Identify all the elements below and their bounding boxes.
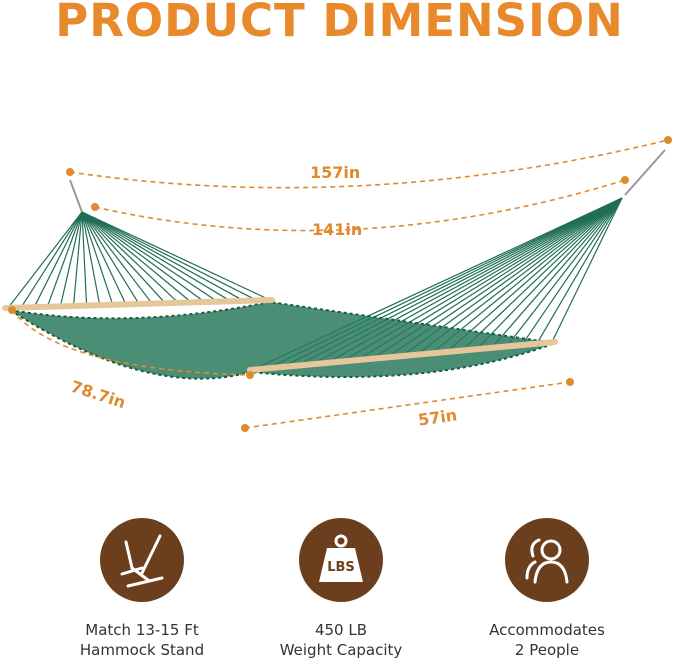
suspension-string bbox=[33, 211, 83, 308]
feature-line-2: Hammock Stand bbox=[79, 641, 205, 659]
suspension-string bbox=[81, 211, 88, 306]
weight-lbs-icon: LBS bbox=[299, 518, 383, 602]
feature-weight: LBS 450 LB Weight Capacity bbox=[241, 518, 441, 660]
suspension-string bbox=[46, 211, 83, 308]
suspension-string bbox=[431, 197, 623, 354]
suspension-string bbox=[446, 197, 623, 353]
suspension-string bbox=[81, 211, 218, 303]
suspension-string bbox=[20, 211, 83, 308]
suspension-string bbox=[81, 211, 166, 304]
feature-line-2: Weight Capacity bbox=[279, 641, 403, 659]
hammock-net bbox=[10, 302, 555, 379]
dim-line-78 bbox=[11, 309, 251, 376]
feature-stand: Match 13-15 Ft Hammock Stand bbox=[42, 518, 242, 660]
suspension-string bbox=[476, 197, 623, 350]
feature-line-2: 2 People bbox=[514, 641, 580, 659]
suspension-string bbox=[506, 197, 623, 347]
suspension-string bbox=[7, 211, 83, 309]
right-spreader-bar bbox=[247, 339, 558, 373]
suspension-string bbox=[81, 211, 101, 306]
feature-line-1: Match 13-15 Ft bbox=[85, 621, 199, 639]
suspension-string bbox=[551, 197, 623, 343]
hammock-stand-icon bbox=[100, 518, 184, 602]
dim-line-57 bbox=[244, 381, 571, 429]
feature-line-1: Accommodates bbox=[489, 621, 605, 639]
suspension-string bbox=[81, 211, 271, 301]
suspension-string bbox=[491, 197, 623, 348]
dim-label-157: 157in bbox=[310, 163, 361, 182]
suspension-string bbox=[81, 211, 179, 304]
suspension-string bbox=[536, 197, 623, 344]
suspension-string bbox=[81, 211, 245, 302]
feature-line-1: 450 LB bbox=[314, 621, 368, 639]
dim-label-141: 141in bbox=[312, 220, 363, 239]
suspension-string bbox=[72, 211, 83, 307]
suspension-string bbox=[81, 211, 232, 302]
feature-people: Accommodates 2 People bbox=[447, 518, 647, 660]
people-icon bbox=[505, 518, 589, 602]
suspension-string bbox=[81, 211, 192, 303]
suspension-string bbox=[81, 211, 127, 305]
suspension-string bbox=[81, 211, 153, 304]
dim-line-157 bbox=[69, 139, 669, 189]
suspension-string bbox=[521, 197, 623, 346]
suspension-string bbox=[81, 211, 205, 303]
dim-line-141 bbox=[94, 179, 626, 232]
lbs-badge: LBS bbox=[327, 560, 355, 575]
suspension-string bbox=[81, 211, 114, 305]
suspension-string bbox=[81, 211, 140, 305]
suspension-string bbox=[81, 211, 258, 301]
left-spreader-bar bbox=[2, 297, 275, 311]
suspension-string bbox=[461, 197, 623, 351]
suspension-string bbox=[59, 211, 83, 307]
page-title: PRODUCT DIMENSION bbox=[55, 0, 624, 47]
